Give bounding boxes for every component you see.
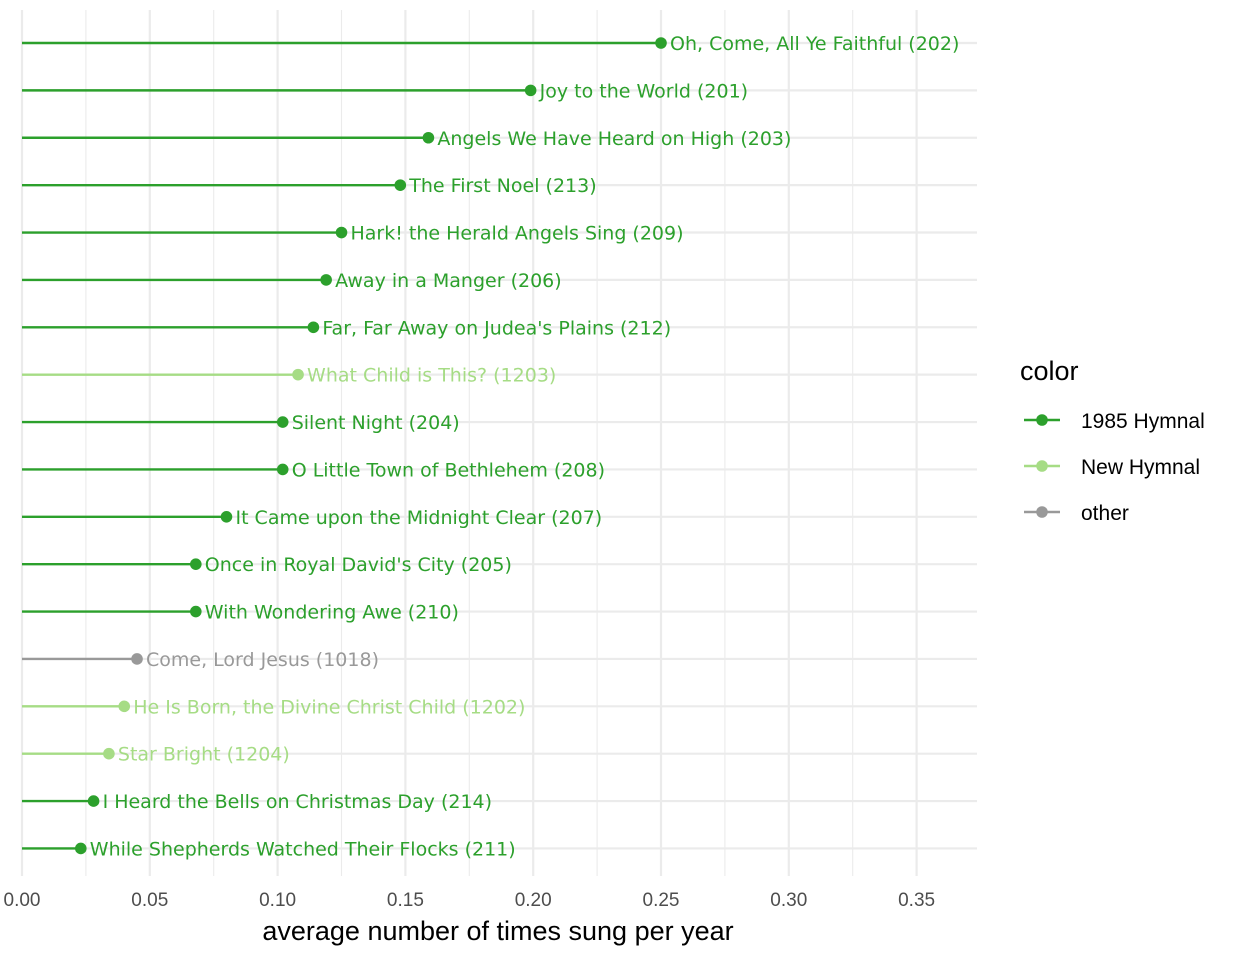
point-label: I Heard the Bells on Christmas Day (214) — [103, 791, 492, 813]
point-label: The First Noel (213) — [408, 175, 596, 197]
lollipop-point — [422, 131, 435, 144]
lollipop-point — [394, 179, 407, 191]
grid-lines — [20, 10, 977, 876]
lollipop-point — [320, 274, 332, 286]
x-tick-label: 0.15 — [387, 890, 424, 911]
lollipop-point — [190, 605, 202, 618]
lollipop-point — [335, 226, 348, 239]
x-tick-label: 0.20 — [515, 890, 552, 911]
lollipop-point — [190, 558, 202, 570]
x-axis-ticks: 0.00 0.05 0.10 0.15 0.20 0.25 0.30 0.35 — [4, 890, 936, 911]
plot-marks: Oh, Come, All Ye Faithful (202) Joy to th… — [22, 33, 959, 860]
legend-entry-label: 1985 Hymnal — [1081, 410, 1205, 433]
point-label: Star Bright (1204) — [118, 744, 290, 766]
lollipop-point — [74, 842, 87, 855]
lollipop-point — [131, 653, 143, 665]
point-label: Once in Royal David's City (205) — [205, 554, 512, 576]
point-label: Angels We Have Heard on High (203) — [437, 128, 791, 150]
point-label: Silent Night (204) — [292, 412, 460, 434]
point-label: Hark! the Herald Angels Sing (209) — [351, 223, 684, 245]
point-label: O Little Town of Bethlehem (208) — [292, 459, 605, 481]
lollipop-point — [655, 37, 667, 49]
x-tick-label: 0.00 — [4, 890, 41, 911]
x-tick-label: 0.05 — [131, 890, 168, 911]
lollipop-point — [276, 416, 289, 428]
legend-key-point — [1036, 460, 1048, 472]
point-label: Come, Lord Jesus (1018) — [146, 649, 379, 671]
point-label: While Shepherds Watched Their Flocks (21… — [90, 838, 516, 860]
lollipop-point — [87, 795, 100, 807]
lollipop-point — [307, 321, 320, 334]
lollipop-point — [276, 463, 289, 476]
lollipop-point — [103, 747, 115, 760]
legend: color 1985 Hymnal New Hymnal other — [1020, 356, 1205, 525]
x-tick-label: 0.30 — [770, 890, 807, 911]
point-label: Away in a Manger (206) — [335, 270, 562, 292]
legend-entry-label: New Hymnal — [1081, 456, 1200, 479]
legend-key-point — [1036, 506, 1048, 518]
x-tick-label: 0.10 — [259, 890, 296, 911]
lollipop-point — [524, 84, 537, 97]
point-label: It Came upon the Midnight Clear (207) — [235, 507, 602, 529]
x-tick-label: 0.25 — [643, 890, 680, 911]
legend-title: color — [1020, 356, 1079, 386]
lollipop-point — [220, 511, 233, 523]
lollipop-point — [118, 700, 131, 713]
point-label: Joy to the World (201) — [539, 80, 748, 102]
x-tick-label: 0.35 — [898, 890, 935, 911]
point-label: Far, Far Away on Judea's Plains (212) — [322, 317, 671, 339]
legend-entry-label: other — [1081, 502, 1129, 525]
x-axis-title: average number of times sung per year — [262, 916, 733, 946]
point-label: Oh, Come, All Ye Faithful (202) — [670, 33, 959, 55]
point-label: He Is Born, the Divine Christ Child (120… — [133, 696, 525, 718]
point-label: What Child is This? (1203) — [307, 365, 556, 387]
lollipop-point — [292, 368, 304, 381]
point-label: With Wondering Awe (210) — [205, 602, 459, 624]
legend-key-point — [1036, 414, 1048, 426]
